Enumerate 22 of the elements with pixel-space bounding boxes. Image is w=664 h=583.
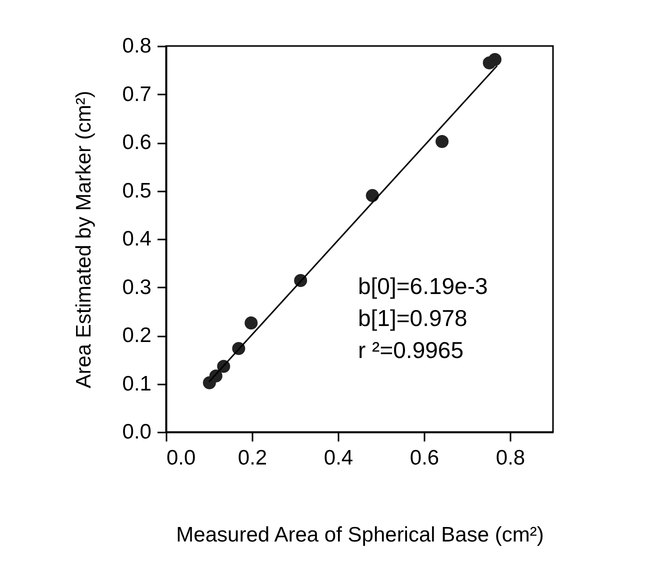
annotation: r ²=0.9965	[358, 337, 464, 363]
x-tick-label: 0.4	[324, 446, 354, 470]
annotation: b[1]=0.978	[358, 305, 468, 331]
x-tick-label: 0.8	[496, 446, 526, 470]
point	[436, 135, 449, 148]
y-tick-label: 0.4	[122, 228, 152, 250]
y-axis-title: Area Estimated by Marker (cm²)	[72, 90, 96, 388]
x-tick-label: 0.2	[238, 446, 268, 470]
y-tick-label: 0.6	[122, 131, 152, 154]
y-tick-label: 0.5	[122, 179, 152, 202]
y-tick-label: 0.8	[122, 34, 152, 58]
annotation: b[0]=6.19e-3	[358, 273, 488, 299]
y-tick-label: 0.1	[122, 372, 152, 396]
point	[244, 316, 258, 330]
y-tick-label: 0.0	[122, 420, 152, 444]
x-axis-title: Measured Area of Spherical Base (cm²)	[176, 524, 544, 546]
y-tick-label: 0.3	[122, 276, 152, 299]
point	[488, 53, 502, 66]
x-tick-label: 0.6	[410, 446, 440, 470]
x-tick-label: 0.0	[166, 446, 196, 470]
y-tick-label: 0.7	[122, 82, 152, 106]
y-tick-label: 0.2	[122, 324, 152, 347]
